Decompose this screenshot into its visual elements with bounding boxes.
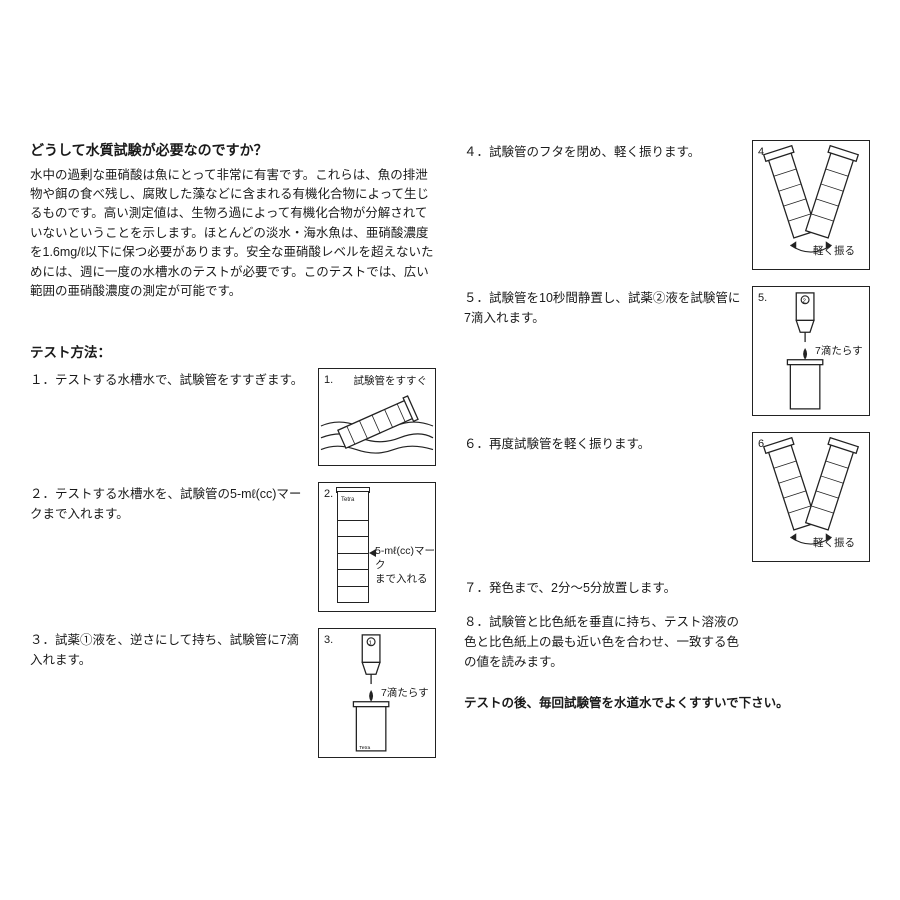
diagram-5-caption: 7滴たらす	[815, 343, 863, 359]
step-4-text: ４．試験管のフタを閉め、軽く振ります。	[464, 140, 742, 162]
diagram-3-caption: 7滴たらす	[381, 685, 429, 701]
diagram-6: 6.	[752, 432, 870, 562]
step-8-text: ８．試験管と比色紙を垂直に持ち、テスト溶液の色と比色紙上の最も近い色を合わせ、一…	[464, 612, 870, 672]
svg-text:Tetra: Tetra	[359, 745, 370, 751]
tube-brand: Tetra	[341, 496, 354, 505]
diagram-4-caption: 軽く振る	[813, 243, 855, 259]
intro-body: 水中の過剰な亜硝酸は魚にとって非常に有害です。これらは、魚の排泄物や餌の食べ残し…	[30, 166, 436, 302]
step-5: ５．試験管を10秒間静置し、試薬②液を試験管に7滴入れます。 5. 2 7滴たら…	[464, 286, 870, 416]
diagram-4: 4.	[752, 140, 870, 270]
right-column: ４．試験管のフタを閉め、軽く振ります。 4.	[464, 40, 870, 870]
rinse-tube-illustration	[319, 369, 435, 465]
step-2: ２．テストする水槽水を、試験管の5‐mℓ(cc)マークまで入れます。 2. Te…	[30, 482, 436, 612]
diagram-1: 1. 試験管をすすぐ	[318, 368, 436, 466]
intro-section: どうして水質試験が必要なのですか？ 水中の過剰な亜硝酸は魚にとって非常に有害です…	[30, 140, 436, 301]
diagram-2-caption: 5‐mℓ(cc)マーク まで入れる	[375, 545, 435, 586]
step-2-text: ２．テストする水槽水を、試験管の5‐mℓ(cc)マークまで入れます。	[30, 482, 308, 524]
step-3-text: ３．試薬①液を、逆さにして持ち、試験管に7滴入れます。	[30, 628, 308, 670]
step-3: ３．試薬①液を、逆さにして持ち、試験管に7滴入れます。 3. 1 Tetra 7…	[30, 628, 436, 758]
step-7-text: ７．発色まで、2分～5分放置します。	[464, 578, 870, 598]
diagram-3: 3. 1 Tetra 7滴たらす	[318, 628, 436, 758]
step-4: ４．試験管のフタを閉め、軽く振ります。 4.	[464, 140, 870, 270]
left-column: どうして水質試験が必要なのですか？ 水中の過剰な亜硝酸は魚にとって非常に有害です…	[30, 40, 436, 870]
step-6: ６．再度試験管を軽く振ります。 6.	[464, 432, 870, 562]
diagram-5: 5. 2 7滴たらす	[752, 286, 870, 416]
intro-heading: どうして水質試験が必要なのですか？	[30, 140, 436, 162]
step-1-text: １．テストする水槽水で、試験管をすすぎます。	[30, 368, 308, 390]
diagram-2: 2. Tetra 5‐mℓ(cc)マーク まで入れる	[318, 482, 436, 612]
step-1: １．テストする水槽水で、試験管をすすぎます。 1. 試験管をすすぐ	[30, 368, 436, 466]
step-6-text: ６．再度試験管を軽く振ります。	[464, 432, 742, 454]
test-tube-icon: Tetra	[337, 491, 369, 603]
step-5-text: ５．試験管を10秒間静置し、試薬②液を試験管に7滴入れます。	[464, 286, 742, 328]
svg-text:1: 1	[369, 641, 372, 647]
final-note: テストの後、毎回試験管を水道水でよくすすいで下さい。	[464, 694, 870, 713]
diagram-2-num: 2.	[324, 486, 333, 503]
diagram-6-caption: 軽く振る	[813, 535, 855, 551]
method-heading: テスト方法：	[30, 343, 436, 364]
svg-text:2: 2	[803, 299, 806, 305]
